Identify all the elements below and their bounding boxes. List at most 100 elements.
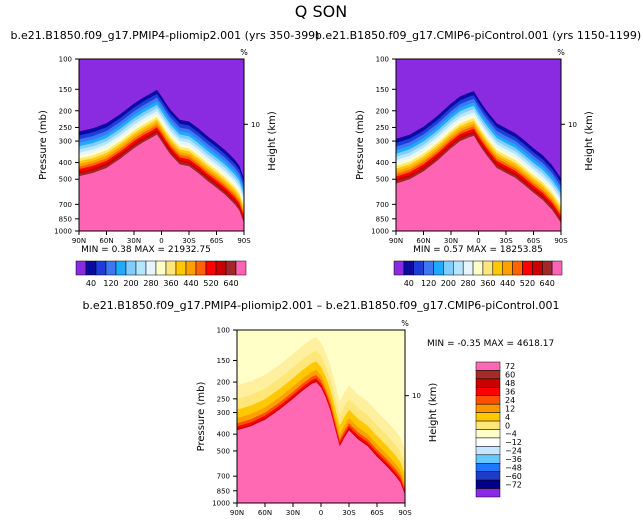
x-tick-label: 30N [127,237,141,245]
colorbar-swatch [475,378,501,388]
colorbar-label: 640 [223,279,238,288]
colorbar-swatch [475,446,501,456]
y-tick-label: 1000 [371,228,389,236]
y-tick-label: 700 [59,201,72,209]
min-max-part: 21932.75 [168,245,211,255]
plot-title: b.e21.B1850.f09_g17.PMIP4-pliomip2.001 –… [82,299,559,312]
min-max-label: MIN = 0.57 MAX = 18253.85 [413,245,543,255]
min-max-part: MIN = [427,339,455,349]
y-tick-label: 100 [59,56,72,64]
colorbar-label: −48 [505,463,522,472]
x-tick-label: 0 [319,509,323,517]
colorbar-label: −24 [505,447,522,456]
x-tick-label: 90S [554,237,568,245]
colorbar-swatch [475,370,501,380]
colorbar-swatch [185,260,197,276]
colorbar-label: −12 [505,438,522,447]
y-axis-label: Pressure (mb) [355,110,366,180]
colorbar-swatch [475,420,501,430]
plot-area [79,59,244,231]
y-tick-label: 850 [217,487,230,495]
y-tick-label: 200 [376,107,389,115]
min-max-part: MAX = [467,245,498,255]
colorbar-label: −4 [505,430,517,439]
colorbar-swatch [125,260,137,276]
colorbar-label: 640 [540,279,555,288]
min-max-part: -0.35 [457,339,480,349]
colorbar-swatch [502,260,513,276]
colorbar-swatch [205,260,217,276]
x-tick-label: 30N [444,237,458,245]
colorbar-label: −72 [505,480,522,489]
colorbar-swatch [85,260,97,276]
y-tick-label: 150 [217,357,230,365]
y-tick-label: 300 [59,138,72,146]
y-tick-label: 100 [217,327,230,335]
colorbar-swatch [472,260,484,276]
right-tick-label: 10 [412,392,421,400]
colorbar-swatch [453,260,464,276]
colorbar-swatch [541,260,553,276]
y-right-axis-label: Height (km) [428,383,439,443]
y-tick-label: 300 [376,138,389,146]
contour-band [79,134,244,231]
colorbar-swatch [475,387,501,396]
colorbar-label: 520 [520,279,535,288]
colorbar-swatch [393,260,405,276]
min-max-part: 0.57 [444,245,464,255]
y-tick-label: 150 [59,86,72,94]
colorbar-label: 440 [500,279,515,288]
colorbar-swatch [512,260,523,276]
colorbar-swatch [475,412,501,422]
x-tick-label: 30N [286,509,300,517]
y-right-axis-label: Height (km) [267,111,278,171]
colorbar-label: 4 [505,413,510,422]
y-tick-label: 400 [376,159,389,167]
colorbar-swatch [475,488,501,498]
y-tick-label: 700 [376,201,389,209]
y-tick-label: 1000 [54,228,72,236]
colorbar-swatch [155,260,167,276]
x-tick-label: 30S [499,237,513,245]
colorbar-label: 520 [203,279,218,288]
contour-band [237,382,405,503]
min-max-part: 0.38 [112,245,132,255]
unit-label: % [557,48,565,57]
colorbar-swatch [551,260,563,276]
colorbar-label: −60 [505,472,522,481]
min-max-label: MIN = 0.38 MAX = 21932.75 [81,245,211,255]
right-tick-label: 10 [251,121,260,129]
plot-area [237,330,405,503]
colorbar-swatch [443,260,454,276]
y-tick-label: 850 [376,215,389,223]
x-tick-label: 0 [476,237,480,245]
colorbar-swatch [413,260,424,276]
x-tick-label: 30S [342,509,356,517]
x-tick-label: 60S [370,509,384,517]
y-tick-label: 200 [59,107,72,115]
y-tick-label: 1000 [212,500,230,508]
x-tick-label: 90N [72,237,86,245]
x-tick-label: 90N [389,237,403,245]
colorbar-label: 360 [163,279,178,288]
colorbar-swatch [475,437,501,447]
colorbar-swatch [195,260,207,276]
colorbar-swatch [135,260,147,276]
colorbar-swatch [433,260,444,276]
colorbar-label: 280 [460,279,475,288]
y-right-axis-label: Height (km) [584,111,595,171]
colorbar-label: 24 [505,396,515,405]
colorbar-swatch [423,260,434,276]
colorbar-label: 72 [505,362,515,371]
colorbar-label: −36 [505,455,522,464]
colorbar-label: 0 [505,421,510,430]
colorbar-label: 36 [505,388,515,397]
y-tick-label: 700 [217,473,230,481]
x-tick-label: 30S [182,237,196,245]
y-tick-label: 150 [376,86,389,94]
colorbar-swatch [165,260,177,276]
x-tick-label: 60S [527,237,541,245]
colorbar-label: 60 [505,371,515,380]
colorbar-swatch [475,395,501,405]
colorbar-swatch [462,260,474,276]
